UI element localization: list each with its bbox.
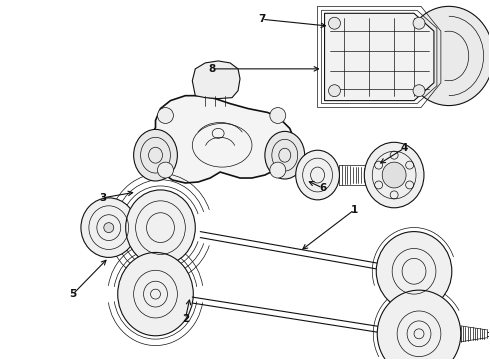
Ellipse shape [382,162,406,188]
Ellipse shape [328,17,341,29]
Polygon shape [192,61,240,99]
Ellipse shape [125,190,196,265]
Ellipse shape [295,150,340,200]
Ellipse shape [376,231,452,311]
Ellipse shape [404,6,490,105]
Text: 4: 4 [400,143,408,153]
Ellipse shape [118,252,193,336]
Polygon shape [150,96,294,183]
Ellipse shape [365,142,424,208]
Ellipse shape [157,108,173,123]
Text: 7: 7 [258,14,266,24]
Text: 8: 8 [209,64,216,74]
Text: 5: 5 [70,289,76,299]
Ellipse shape [270,162,286,178]
Ellipse shape [157,162,173,178]
Ellipse shape [81,198,137,257]
Polygon shape [324,13,434,100]
Ellipse shape [413,17,425,29]
Text: 2: 2 [182,314,189,324]
Ellipse shape [328,85,341,96]
Ellipse shape [270,108,286,123]
Text: 6: 6 [319,183,326,193]
Text: 3: 3 [99,193,106,203]
Ellipse shape [134,129,177,181]
Ellipse shape [413,85,425,96]
Ellipse shape [377,290,461,360]
Text: 1: 1 [351,205,358,215]
Ellipse shape [265,131,305,179]
Ellipse shape [104,223,114,233]
